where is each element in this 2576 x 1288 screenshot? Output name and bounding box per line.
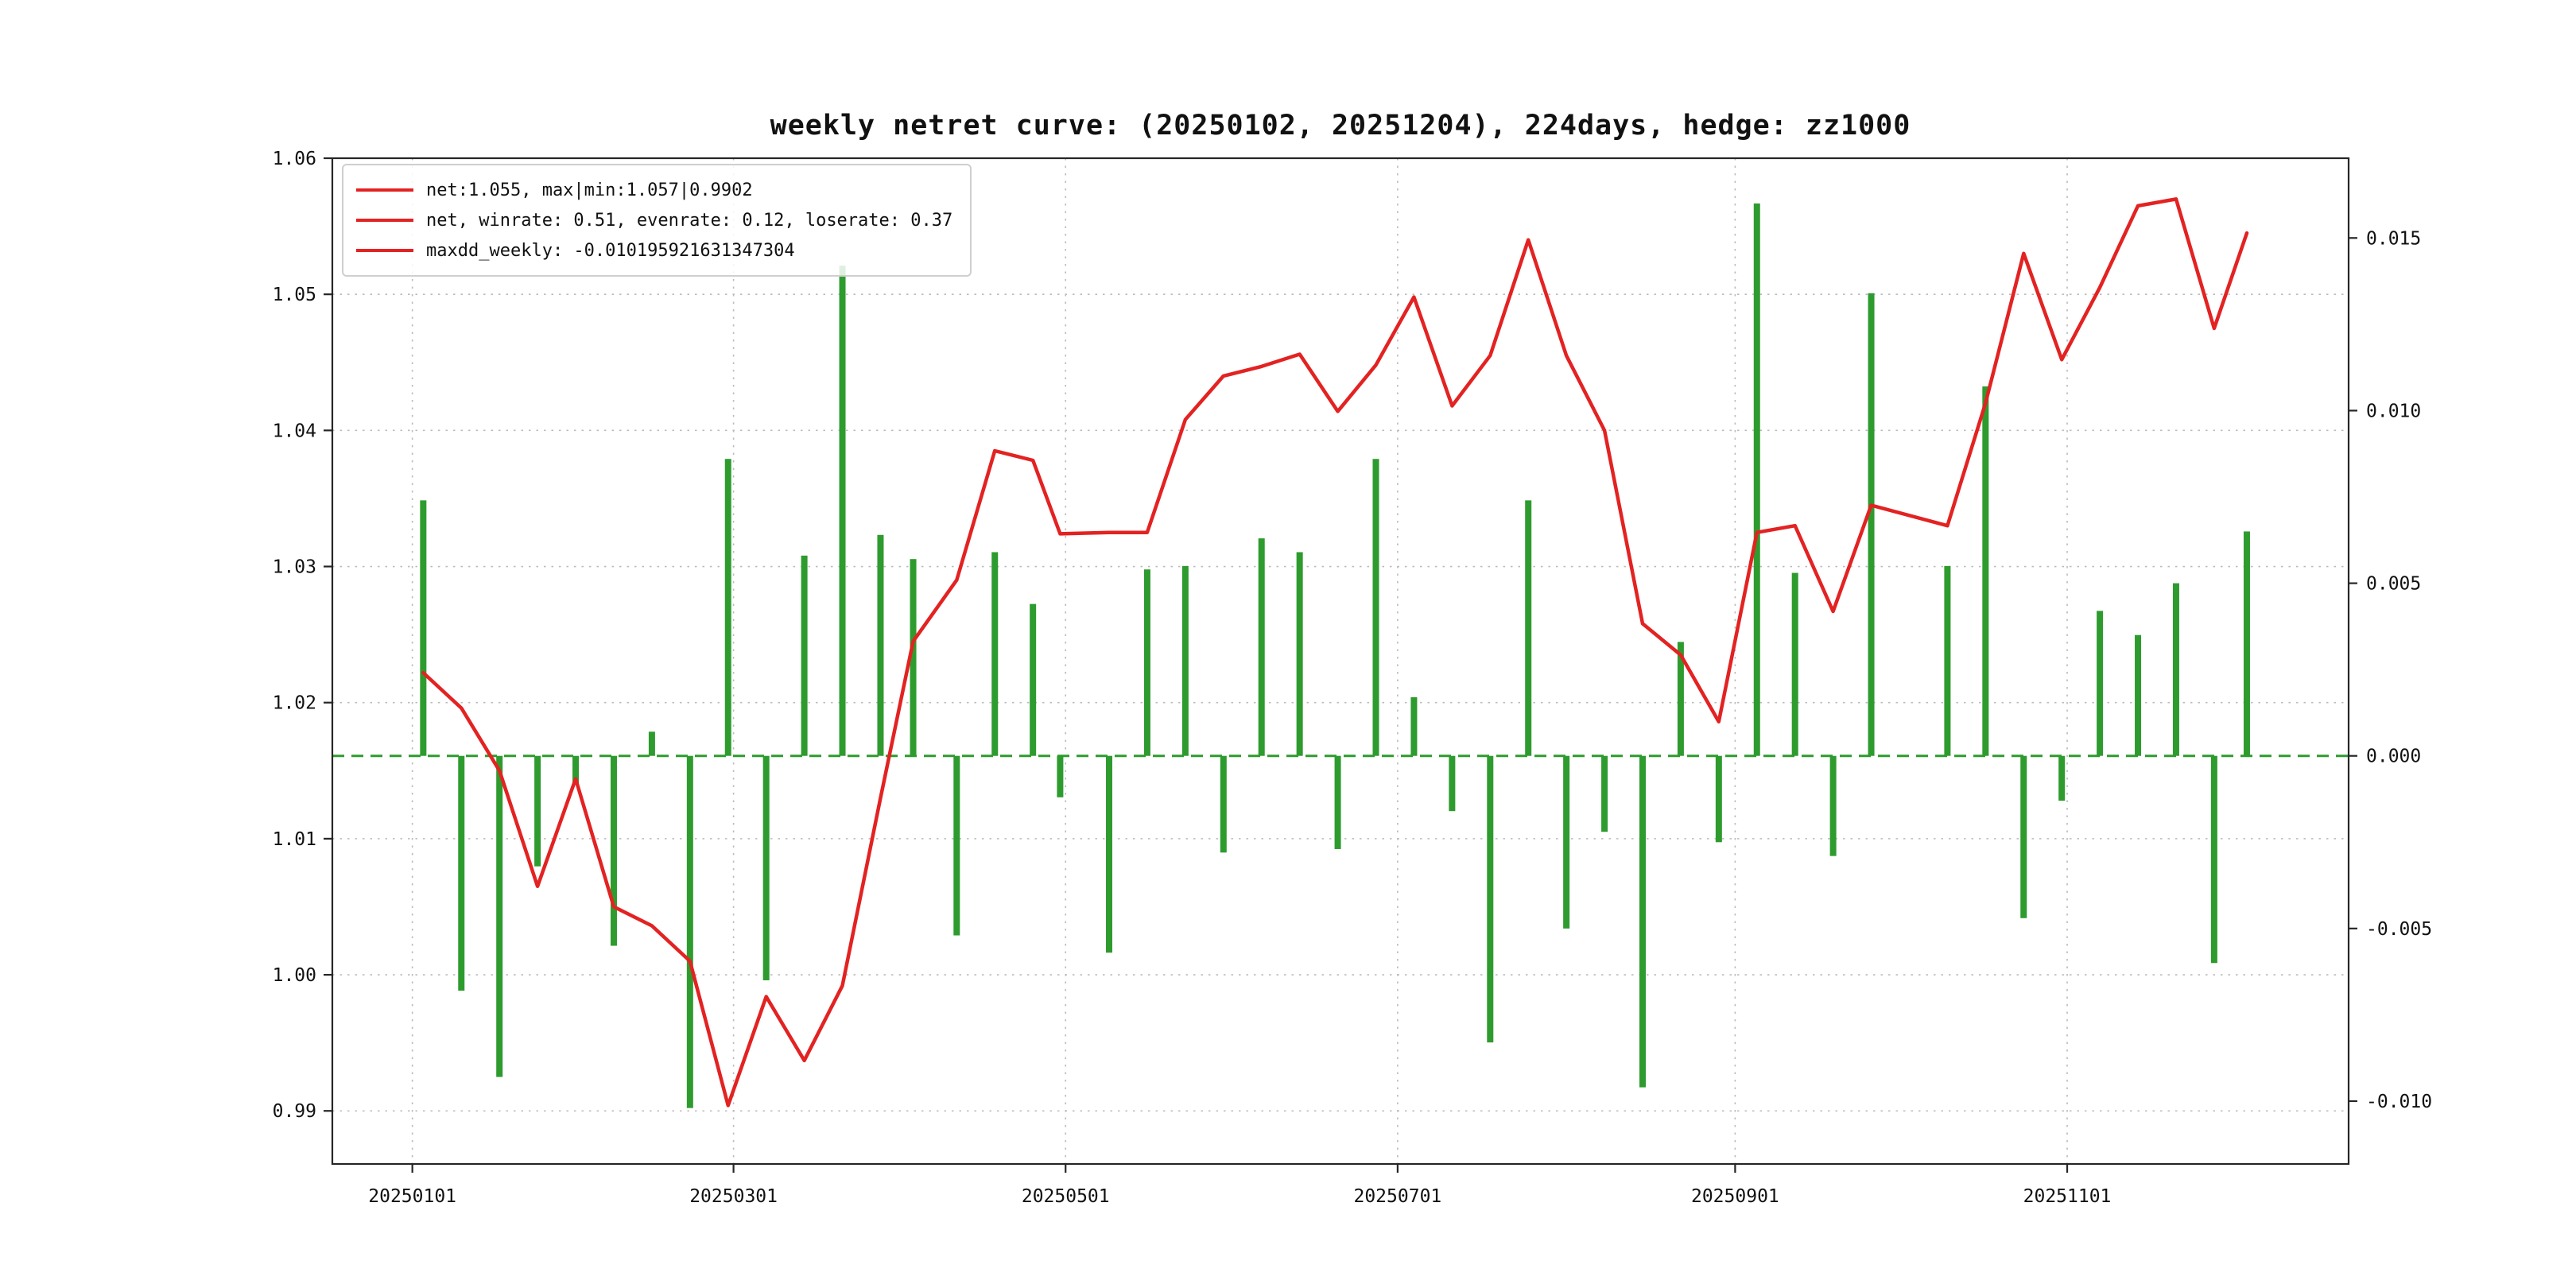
left-axis-tick-label: 1.01 [273, 829, 316, 850]
weekly-return-bar [496, 755, 503, 1077]
weekly-return-bar [1372, 459, 1379, 756]
weekly-return-bar [762, 755, 770, 980]
weekly-return-bar [572, 755, 580, 784]
weekly-return-bar [2135, 634, 2142, 756]
left-axis-tick-label: 1.02 [273, 693, 316, 714]
weekly-return-bar [458, 755, 465, 991]
weekly-return-bar [953, 755, 960, 936]
plot-border [331, 157, 2350, 1166]
weekly-return-bar [610, 755, 617, 946]
weekly-return-bar [1181, 565, 1189, 756]
weekly-return-bar [2020, 755, 2027, 918]
weekly-return-bar [1944, 565, 1951, 756]
weekly-return-bar [910, 559, 917, 756]
weekly-return-bar [1143, 569, 1150, 756]
weekly-return-bar [1868, 293, 1875, 756]
weekly-return-bar [1639, 755, 1646, 1088]
x-axis-tick-label: 20251101 [2023, 1186, 2112, 1207]
right-axis-tick-label: -0.010 [2366, 1092, 2432, 1112]
right-axis-tick-label: -0.005 [2366, 919, 2432, 940]
legend-winrate-label: net, winrate: 0.51, evenrate: 0.12, lose… [426, 210, 953, 231]
left-axis-tick-label: 1.03 [273, 557, 316, 578]
weekly-return-bar [1220, 755, 1227, 853]
weekly-return-bar [877, 534, 884, 756]
weekly-return-bar [2210, 755, 2217, 964]
x-axis-tick-label: 20250301 [689, 1186, 778, 1207]
weekly-return-bar [1334, 755, 1341, 849]
weekly-return-bar [1030, 603, 1037, 756]
weekly-return-bar [2243, 531, 2250, 756]
legend-maxdd-label: maxdd_weekly: -0.010195921631347304 [426, 240, 795, 261]
weekly-return-bar [1982, 386, 1989, 756]
plot-background [332, 158, 2349, 1164]
weekly-return-bar [1601, 755, 1608, 832]
weekly-return-bar [801, 555, 808, 756]
weekly-return-bar [420, 500, 427, 756]
weekly-return-bar [2058, 755, 2066, 801]
left-axis-tick-label: 0.99 [273, 1101, 316, 1122]
legend-net-label: net:1.055, max|min:1.057|0.9902 [426, 180, 753, 200]
legend-item: net:1.055, max|min:1.057|0.9902 [356, 175, 952, 205]
red-line-swatch-icon [356, 188, 413, 192]
left-axis-tick-label: 1.05 [273, 285, 316, 305]
weekly-return-bar [1106, 755, 1113, 953]
weekly-return-bar [2172, 583, 2179, 756]
legend: net:1.055, max|min:1.057|0.9902 net, win… [342, 164, 972, 277]
weekly-return-bar [1829, 755, 1837, 856]
left-axis-tick-label: 1.00 [273, 965, 316, 986]
left-axis-tick-label: 1.06 [273, 149, 316, 169]
weekly-return-bar [648, 731, 655, 756]
weekly-return-bar [1715, 755, 1722, 843]
weekly-return-bar [2097, 611, 2104, 756]
left-axis-tick-label: 1.04 [273, 421, 316, 441]
x-axis-tick-label: 20250901 [1691, 1186, 1779, 1207]
weekly-return-bar [839, 266, 846, 756]
x-axis-tick-label: 20250501 [1022, 1186, 1110, 1207]
weekly-return-bar [1677, 642, 1684, 756]
weekly-return-bar [1753, 203, 1760, 756]
net-curve-line [421, 197, 2249, 1108]
right-axis-tick-label: 0.005 [2366, 574, 2421, 595]
chart-title: weekly netret curve: (20250102, 20251204… [770, 110, 1911, 142]
weekly-return-bar [1258, 538, 1265, 756]
weekly-return-bar [1410, 696, 1418, 756]
x-axis-tick-label: 20250101 [368, 1186, 456, 1207]
weekly-return-bar [1525, 500, 1532, 756]
right-axis-tick-label: 0.010 [2366, 401, 2421, 421]
red-line-swatch-icon [356, 249, 413, 252]
weekly-return-bar [1791, 572, 1798, 756]
right-axis-tick-label: 0.015 [2366, 228, 2421, 249]
right-axis-tick-label: 0.000 [2366, 747, 2421, 767]
weekly-return-bar [1563, 755, 1570, 929]
legend-item: net, winrate: 0.51, evenrate: 0.12, lose… [356, 205, 952, 235]
weekly-return-bar [1057, 755, 1064, 797]
weekly-return-bar [724, 459, 731, 756]
weekly-return-bar [991, 552, 999, 756]
weekly-return-bar [686, 755, 693, 1108]
weekly-return-bar [1296, 552, 1303, 756]
legend-item: maxdd_weekly: -0.010195921631347304 [356, 235, 952, 266]
weekly-return-bar [1487, 755, 1494, 1043]
x-axis-tick-label: 20250701 [1353, 1186, 1441, 1207]
red-line-swatch-icon [356, 219, 413, 222]
weekly-return-bar [534, 755, 541, 867]
weekly-return-bar [1449, 755, 1456, 812]
